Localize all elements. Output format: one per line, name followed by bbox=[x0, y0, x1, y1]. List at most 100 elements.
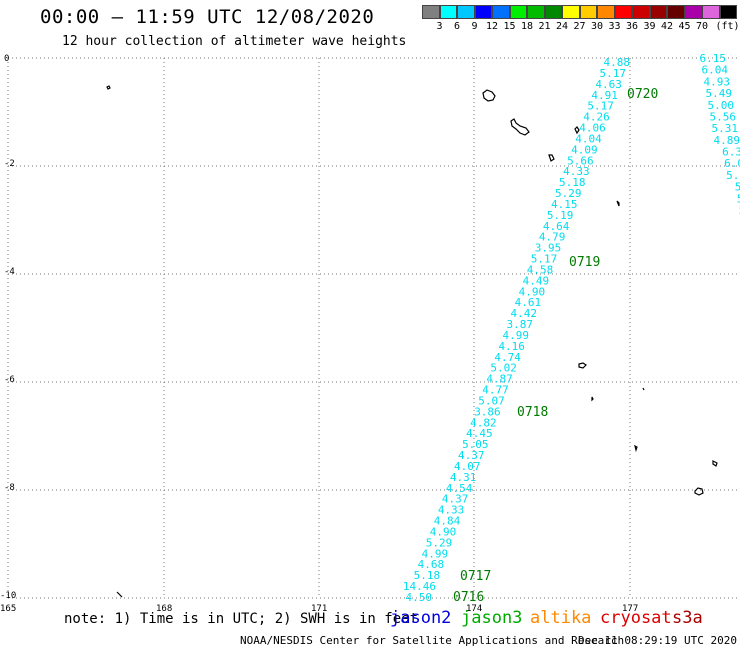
lat-tick-label: -2 bbox=[4, 159, 15, 169]
wave-height-value: 4.50 bbox=[406, 591, 433, 604]
wave-height-value: 5.66 bbox=[567, 154, 594, 167]
wave-height-value: 5.17 bbox=[531, 253, 558, 266]
wave-height-value: 5.0 bbox=[726, 169, 740, 182]
wave-height-value: 4.54 bbox=[446, 482, 473, 495]
wave-height-value: 4.90 bbox=[519, 285, 546, 298]
legend-label: 33 bbox=[608, 21, 621, 32]
legend-swatch bbox=[597, 5, 615, 19]
wave-height-value: 4.89 bbox=[714, 134, 740, 147]
track-time-labels: 0720 0719 0718 0717 0716 bbox=[453, 87, 658, 605]
satellite-label-jason2: jason2 bbox=[390, 608, 452, 628]
wave-height-value: 4.58 bbox=[527, 263, 554, 276]
wave-height-value: 4.99 bbox=[502, 329, 529, 342]
legend-swatch bbox=[702, 5, 720, 19]
legend-label: 24 bbox=[555, 21, 569, 32]
legend-swatch bbox=[422, 5, 440, 19]
island-outline bbox=[634, 444, 638, 453]
wave-height-value: 5.02 bbox=[490, 362, 517, 375]
legend-swatch bbox=[579, 5, 597, 19]
wave-height-value: 5.49 bbox=[706, 87, 733, 100]
wave-height-value: 5.19 bbox=[547, 209, 574, 222]
island-outline bbox=[574, 126, 580, 135]
wave-height-value: 5.17 bbox=[599, 67, 626, 80]
wave-height-value: 4.04 bbox=[575, 132, 602, 145]
wave-height-value: 4.49 bbox=[523, 274, 550, 287]
legend-label: 15 bbox=[503, 21, 516, 32]
wave-height-value: 4.26 bbox=[583, 111, 610, 124]
legend-label: 30 bbox=[590, 21, 604, 32]
wave-height-value: 5.18 bbox=[559, 176, 586, 189]
axis-ticks: 0 -2 -4 -6 -8 -10 165 168 171 174 177 bbox=[0, 54, 638, 614]
wave-height-value: 4.93 bbox=[704, 75, 731, 88]
wave-height-value: 5.00 bbox=[708, 99, 735, 112]
wave-height-value: 4.87 bbox=[486, 373, 513, 386]
wave-height-value: 6.04 bbox=[702, 64, 729, 77]
wave-height-value: 3.95 bbox=[535, 242, 562, 255]
legend-label: 21 bbox=[538, 21, 551, 32]
wave-height-value: 4.16 bbox=[498, 340, 525, 353]
legend-labels: 3 6 9 12 15 18 21 24 27 30 33 36 39 42 45 70 (ft) bbox=[422, 19, 740, 33]
wave-height-value: 4.82 bbox=[470, 416, 497, 429]
legend-label: 9 bbox=[471, 21, 478, 32]
legend-swatch bbox=[474, 5, 492, 19]
wave-height-value: 4.99 bbox=[422, 547, 449, 560]
lat-tick-label: -4 bbox=[4, 267, 15, 277]
legend-swatch bbox=[509, 5, 527, 19]
island-outline bbox=[482, 89, 496, 102]
wave-height-value: 4.06 bbox=[579, 122, 606, 135]
wave-height-value: 4.09 bbox=[571, 143, 598, 156]
wave-height-value: 4.31 bbox=[450, 471, 477, 484]
satellite-label-jason3: jason3 bbox=[461, 608, 523, 628]
legend-swatch bbox=[527, 5, 545, 19]
island-outline bbox=[116, 591, 123, 598]
legend-swatch bbox=[649, 5, 667, 19]
credit-line: NOAA/NESDIS Center for Satellite Applica… bbox=[240, 634, 625, 647]
legend-label: (ft) bbox=[715, 21, 740, 32]
legend-swatches bbox=[422, 5, 740, 19]
page-subtitle: 12 hour collection of altimeter wave hei… bbox=[62, 34, 407, 49]
wave-height-value: 14.46 bbox=[403, 580, 436, 593]
lat-tick-label: -10 bbox=[0, 591, 16, 601]
satellite-label-s3a: s3a bbox=[672, 608, 703, 628]
satellite-label-altika: altika bbox=[530, 608, 592, 628]
wave-height-value: 4.88 bbox=[604, 56, 631, 69]
wave-height-value: 5. bbox=[737, 192, 740, 205]
wave-height-value: 5.17 bbox=[587, 100, 614, 113]
lat-tick-label: -6 bbox=[4, 375, 15, 385]
legend-label: 70 bbox=[695, 21, 709, 32]
island-outline bbox=[712, 460, 718, 467]
track-time-label: 0717 bbox=[460, 569, 491, 584]
lat-tick-label: -8 bbox=[4, 483, 15, 493]
wave-height-value: 5. bbox=[739, 204, 740, 217]
wave-height-value: 5.07 bbox=[478, 394, 505, 407]
island-outline bbox=[616, 200, 620, 207]
wave-height-value: 5.29 bbox=[426, 536, 453, 549]
wave-height-value: 5. bbox=[735, 181, 740, 194]
wave-height-value: 5.56 bbox=[710, 110, 737, 123]
wave-height-value: 4.77 bbox=[482, 384, 509, 397]
wave-height-value: 4.33 bbox=[563, 165, 590, 178]
track-time-label: 0719 bbox=[569, 255, 600, 270]
wave-height-value: 5.18 bbox=[414, 569, 441, 582]
wave-height-value: 4.33 bbox=[438, 504, 465, 517]
lon-tick-label: 171 bbox=[311, 604, 327, 614]
legend-swatch bbox=[457, 5, 475, 19]
track-time-label: 0720 bbox=[627, 87, 658, 102]
wave-height-value: 6.3 bbox=[722, 146, 740, 159]
color-legend: 3 6 9 12 15 18 21 24 27 30 33 36 39 42 45 70 (ft) bbox=[422, 5, 740, 33]
wave-height-value: 3.86 bbox=[474, 405, 501, 418]
satellite-label-cryosat: cryosat bbox=[600, 608, 672, 628]
legend-label: 27 bbox=[573, 21, 586, 32]
wave-height-value: 4.42 bbox=[511, 307, 538, 320]
legend-swatch bbox=[667, 5, 685, 19]
island-outline bbox=[694, 487, 704, 496]
legend-label: 39 bbox=[643, 21, 656, 32]
legend-label: 6 bbox=[453, 21, 461, 32]
page-title: 00:00 – 11:59 UTC 12/08/2020 bbox=[40, 6, 375, 28]
legend-swatch bbox=[439, 5, 457, 19]
wave-height-value: 4.79 bbox=[539, 231, 566, 244]
wave-height-value: 4.63 bbox=[595, 78, 622, 91]
wave-height-value: 4.61 bbox=[515, 296, 542, 309]
island-outline bbox=[548, 154, 555, 162]
